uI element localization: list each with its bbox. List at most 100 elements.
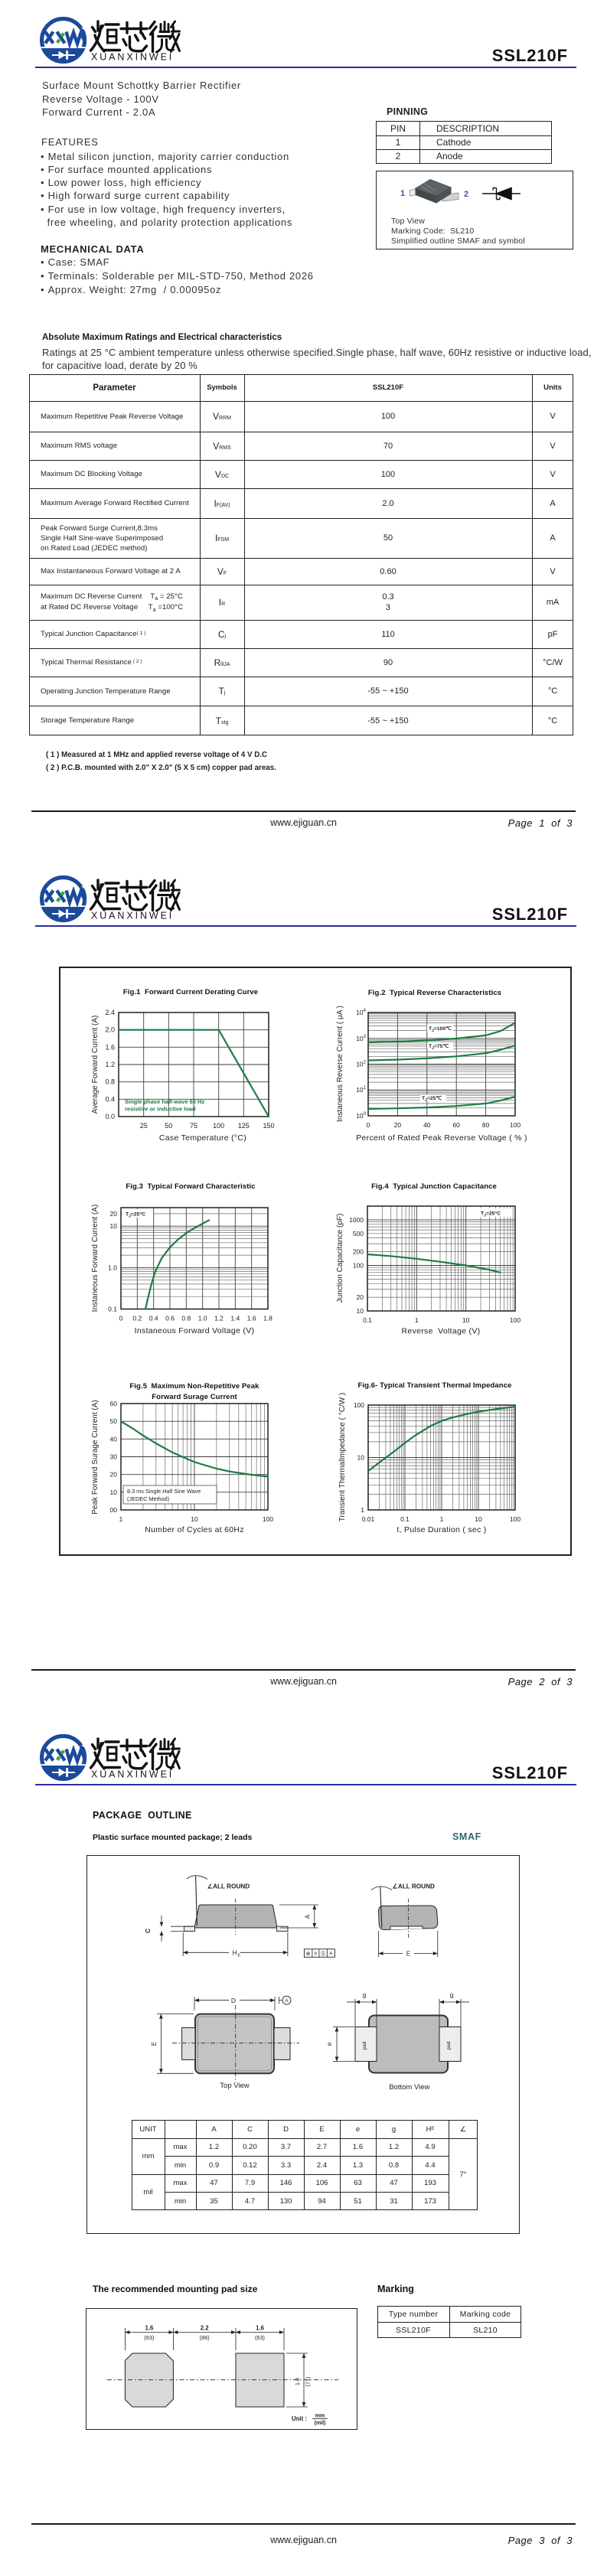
svg-text:(mil): (mil) — [315, 2421, 326, 2426]
svg-text:E: E — [238, 1954, 241, 1958]
svg-text:102: 102 — [356, 1061, 366, 1068]
svg-text:1: 1 — [440, 1515, 444, 1523]
svg-text:0.8: 0.8 — [105, 1078, 115, 1086]
svg-text:Case Temperature (°C): Case Temperature (°C) — [159, 1133, 246, 1143]
svg-text:E: E — [406, 1951, 410, 1958]
svg-text:100: 100 — [263, 1515, 273, 1523]
svg-text:Ⓢ: Ⓢ — [321, 1951, 326, 1957]
svg-text:20: 20 — [394, 1121, 402, 1129]
svg-text:50: 50 — [165, 1122, 172, 1130]
svg-text:∠ALL ROUND: ∠ALL ROUND — [393, 1883, 435, 1890]
svg-text:E: E — [151, 2042, 158, 2046]
svg-text:75: 75 — [190, 1122, 197, 1130]
svg-text:Percent of Rated Peak Reverse: Percent of Rated Peak Reverse Voltage ( … — [356, 1133, 527, 1143]
svg-text:10: 10 — [191, 1515, 198, 1523]
svg-text:2.2: 2.2 — [201, 2325, 210, 2332]
svg-text:TJ=25°C: TJ=25°C — [126, 1211, 145, 1219]
svg-text:e: e — [325, 2042, 333, 2046]
svg-text:1.4: 1.4 — [230, 1315, 240, 1322]
svg-text:TJ=100℃: TJ=100℃ — [429, 1026, 452, 1033]
svg-text:10: 10 — [110, 1489, 118, 1496]
svg-text:g: g — [363, 1991, 367, 1999]
svg-text:XUANXINWEI: XUANXINWEI — [91, 911, 174, 921]
svg-text:pad: pad — [446, 2041, 452, 2049]
svg-text:2.0: 2.0 — [105, 1026, 115, 1034]
svg-text:0.1: 0.1 — [400, 1515, 410, 1523]
svg-text:1.0: 1.0 — [108, 1264, 117, 1271]
svg-text:1.8: 1.8 — [263, 1315, 272, 1322]
svg-text:1: 1 — [119, 1515, 123, 1523]
svg-text:40: 40 — [110, 1435, 118, 1443]
svg-text:10: 10 — [110, 1222, 118, 1230]
svg-text:(63): (63) — [144, 2334, 154, 2341]
svg-text:Instaneous Forward Voltage (V): Instaneous Forward Voltage (V) — [135, 1326, 255, 1335]
svg-text:Marking Code: SL210: Marking Code: SL210 — [391, 227, 474, 236]
svg-text:1: 1 — [415, 1316, 419, 1324]
svg-text:100: 100 — [354, 1401, 364, 1409]
svg-text:40: 40 — [423, 1121, 431, 1129]
svg-text:∠ALL ROUND: ∠ALL ROUND — [207, 1883, 250, 1890]
svg-text:80: 80 — [482, 1121, 490, 1129]
svg-text:Instaneous Reverse Current ( μ: Instaneous Reverse Current ( μA ) — [336, 1006, 344, 1122]
svg-text:104: 104 — [356, 1009, 366, 1016]
svg-text:Junction Capacitance (pF): Junction Capacitance (pF) — [336, 1214, 344, 1303]
svg-text:1.6: 1.6 — [256, 2325, 265, 2332]
svg-text:Transient ThermalImpedance ( °: Transient ThermalImpedance ( °C/W ) — [338, 1393, 347, 1522]
svg-text:XUANXINWEI: XUANXINWEI — [91, 52, 174, 63]
svg-text:10: 10 — [357, 1307, 364, 1315]
svg-text:20: 20 — [110, 1210, 118, 1218]
svg-text:⊕: ⊕ — [306, 1952, 311, 1957]
svg-text:1.2: 1.2 — [105, 1061, 115, 1068]
svg-text:25: 25 — [140, 1122, 148, 1130]
svg-text:100: 100 — [213, 1122, 224, 1130]
svg-text:resistive or inductive load: resistive or inductive load — [125, 1106, 196, 1113]
svg-text:Unit :: Unit : — [292, 2415, 307, 2422]
svg-text:pad: pad — [362, 2041, 367, 2049]
svg-text:0.2: 0.2 — [132, 1315, 142, 1322]
svg-text:10: 10 — [357, 1454, 365, 1462]
svg-text:C: C — [144, 1929, 152, 1933]
svg-text:(86): (86) — [200, 2334, 210, 2341]
svg-text:125: 125 — [238, 1122, 250, 1130]
svg-text:60: 60 — [452, 1121, 460, 1129]
svg-text:2: 2 — [464, 190, 468, 199]
svg-text:Peak Forward Surage Current (A: Peak Forward Surage Current (A) — [91, 1400, 100, 1515]
svg-text:101: 101 — [356, 1086, 366, 1094]
svg-text:1.0: 1.0 — [198, 1315, 207, 1322]
svg-text:0: 0 — [367, 1121, 370, 1129]
svg-text:TJ=25℃: TJ=25℃ — [422, 1095, 442, 1103]
svg-text:20: 20 — [357, 1293, 364, 1301]
svg-text:Simplified outline SMAF and sy: Simplified outline SMAF and symbol — [391, 236, 525, 246]
svg-text:(63): (63) — [255, 2334, 265, 2341]
svg-text:100: 100 — [356, 1112, 366, 1120]
svg-text:t, Pulse Duration ( sec ): t, Pulse Duration ( sec ) — [397, 1525, 486, 1534]
svg-text:A: A — [305, 1914, 312, 1919]
svg-text:Top View: Top View — [391, 217, 425, 226]
svg-text:A: A — [285, 1998, 289, 2004]
svg-text:g: g — [450, 1991, 454, 1999]
svg-text:1.6: 1.6 — [247, 1315, 256, 1322]
svg-text:103: 103 — [356, 1035, 366, 1042]
svg-text:1.8: 1.8 — [294, 2378, 301, 2385]
svg-text:Average Forward Current (A): Average Forward Current (A) — [91, 1016, 100, 1114]
svg-text:A: A — [329, 1952, 333, 1957]
svg-text:8.3 ms Single Half Sine Wave: 8.3 ms Single Half Sine Wave — [127, 1488, 201, 1495]
svg-text:150: 150 — [263, 1122, 274, 1130]
svg-text:100: 100 — [510, 1515, 521, 1523]
svg-text:100: 100 — [353, 1262, 364, 1270]
svg-text:1: 1 — [400, 189, 405, 198]
svg-text:0.4: 0.4 — [149, 1315, 158, 1322]
svg-text:v: v — [315, 1952, 318, 1957]
svg-text:0.1: 0.1 — [108, 1306, 117, 1313]
svg-text:1.2: 1.2 — [214, 1315, 224, 1322]
svg-text:TJ=25°C: TJ=25°C — [481, 1211, 501, 1218]
svg-text:0.4: 0.4 — [105, 1095, 115, 1103]
svg-text:1.6: 1.6 — [105, 1043, 115, 1051]
svg-text:Number of Cycles at 60Hz: Number of Cycles at 60Hz — [145, 1525, 244, 1534]
svg-text:100: 100 — [510, 1316, 521, 1324]
svg-text:TJ=75℃: TJ=75℃ — [429, 1043, 449, 1051]
svg-text:Reverse Voltage (V): Reverse Voltage (V) — [402, 1327, 481, 1336]
svg-text:50: 50 — [110, 1417, 118, 1425]
svg-text:10: 10 — [462, 1316, 470, 1324]
svg-text:0.6: 0.6 — [165, 1315, 175, 1322]
